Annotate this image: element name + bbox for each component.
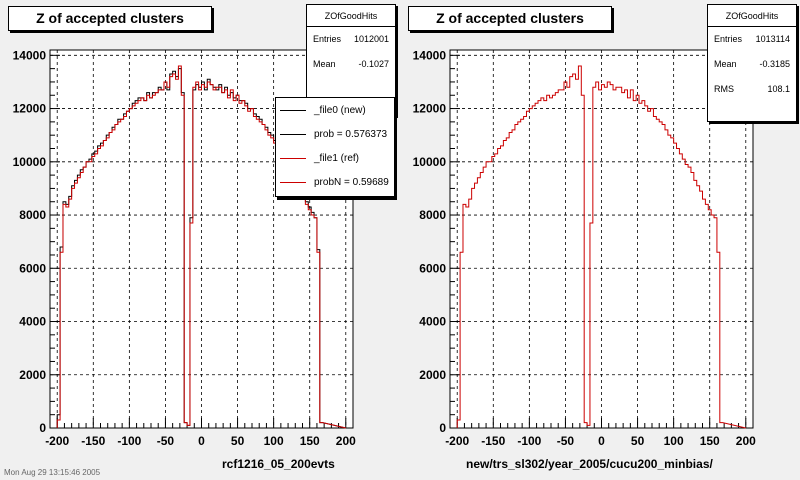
right-stats-entries-row: Entries 1013114 <box>708 27 796 52</box>
right-chart-title: Z of accepted clusters <box>408 6 612 31</box>
right-stats-mean-row: Mean -0.3185 <box>708 52 796 77</box>
rms-label: RMS <box>714 84 734 94</box>
mean-value: -0.1027 <box>358 59 389 69</box>
entries-label: Entries <box>313 34 342 44</box>
x-tick-label: -50 <box>157 434 175 448</box>
x-tick-label: 100 <box>264 434 284 448</box>
mean-value: -0.3185 <box>759 59 790 69</box>
legend-label: probN = 0.59689 <box>314 176 389 188</box>
y-tick-label: 8000 <box>419 208 446 222</box>
x-tick-label: 0 <box>198 434 205 448</box>
entries-value: 1012001 <box>353 34 389 44</box>
x-tick-label: 100 <box>664 434 684 448</box>
x-tick-label: -150 <box>481 434 505 448</box>
x-tick-label: 150 <box>700 434 720 448</box>
x-tick-label: 50 <box>631 434 645 448</box>
y-tick-label: 12000 <box>13 102 47 116</box>
left-panel: -200 -150 -100 -50 0 50 100 150 200 0 2000 4000 6000… <box>8 4 396 471</box>
x-tick-label: 0 <box>598 434 605 448</box>
right-stats-name: ZOfGoodHits <box>708 5 796 27</box>
y-tick-label: 4000 <box>419 315 446 329</box>
y-tick-label: 14000 <box>13 48 47 62</box>
right-x-axis-title: new/trs_sl302/year_2005/cucu200_minbias/ <box>466 457 713 471</box>
legend-line-icon <box>280 181 306 183</box>
mean-label: Mean <box>714 59 737 69</box>
legend-line-icon <box>280 157 306 159</box>
legend-label: _file0 (new) <box>314 104 366 116</box>
x-tick-label: -200 <box>45 434 69 448</box>
x-tick-label: 50 <box>231 434 245 448</box>
y-tick-label: 4000 <box>19 315 46 329</box>
y-tick-label: 10000 <box>13 155 47 169</box>
legend-label: _file1 (ref) <box>314 152 360 164</box>
left-legend: _file0 (new) prob = 0.576373 _file1 (ref… <box>275 97 395 197</box>
y-tick-label: 6000 <box>19 261 46 275</box>
x-tick-label: 200 <box>336 434 356 448</box>
x-tick-label: -100 <box>117 434 141 448</box>
right-stats-box: ZOfGoodHits Entries 1013114 Mean -0.3185 R… <box>707 4 797 122</box>
histogram-series--file1-ref- <box>456 65 746 429</box>
x-tick-label: 150 <box>300 434 320 448</box>
y-tick-label: 6000 <box>419 261 446 275</box>
y-tick-label: 2000 <box>419 368 446 382</box>
y-tick-label: 12000 <box>413 102 447 116</box>
legend-line-icon <box>280 133 306 135</box>
right-stats-rms-row: RMS 108.1 <box>708 77 796 102</box>
y-tick-label: 8000 <box>19 208 46 222</box>
left-chart-title: Z of accepted clusters <box>8 6 212 31</box>
rms-value: 108.1 <box>767 84 790 94</box>
entries-label: Entries <box>714 34 743 44</box>
right-histogram-plot: -200 -150 -100 -50 0 50 100 150 2000200040006000… <box>413 48 756 448</box>
left-stats-name: ZOfGoodHits <box>307 5 395 27</box>
x-tick-label: -100 <box>517 434 541 448</box>
mean-label: Mean <box>313 59 336 69</box>
x-tick-label: -200 <box>445 434 469 448</box>
legend-entry: _file0 (new) <box>276 98 394 122</box>
legend-entry: probN = 0.59689 <box>276 170 394 194</box>
legend-line-icon <box>280 109 306 111</box>
right-panel: -200 -150 -100 -50 0 50 100 150 200 0 2000 4000 6000… <box>400 0 800 480</box>
x-tick-label: -50 <box>557 434 575 448</box>
left-stats-mean-row: Mean -0.1027 <box>307 52 395 77</box>
y-tick-label: 0 <box>39 421 46 435</box>
legend-label: prob = 0.576373 <box>314 128 388 140</box>
timestamp-footer: Mon Aug 29 13:15:46 2005 <box>4 468 101 477</box>
entries-value: 1013114 <box>755 34 790 44</box>
y-tick-label: 0 <box>439 421 446 435</box>
x-tick-label: 200 <box>736 434 756 448</box>
y-tick-label: 2000 <box>19 368 46 382</box>
x-tick-label: -150 <box>81 434 105 448</box>
left-stats-entries-row: Entries 1012001 <box>307 27 395 52</box>
legend-entry: prob = 0.576373 <box>276 122 394 146</box>
legend-entry: _file1 (ref) <box>276 146 394 170</box>
left-x-axis-title: rcf1216_05_200evts <box>222 457 335 471</box>
y-tick-label: 10000 <box>413 155 447 169</box>
y-tick-label: 14000 <box>413 48 447 62</box>
